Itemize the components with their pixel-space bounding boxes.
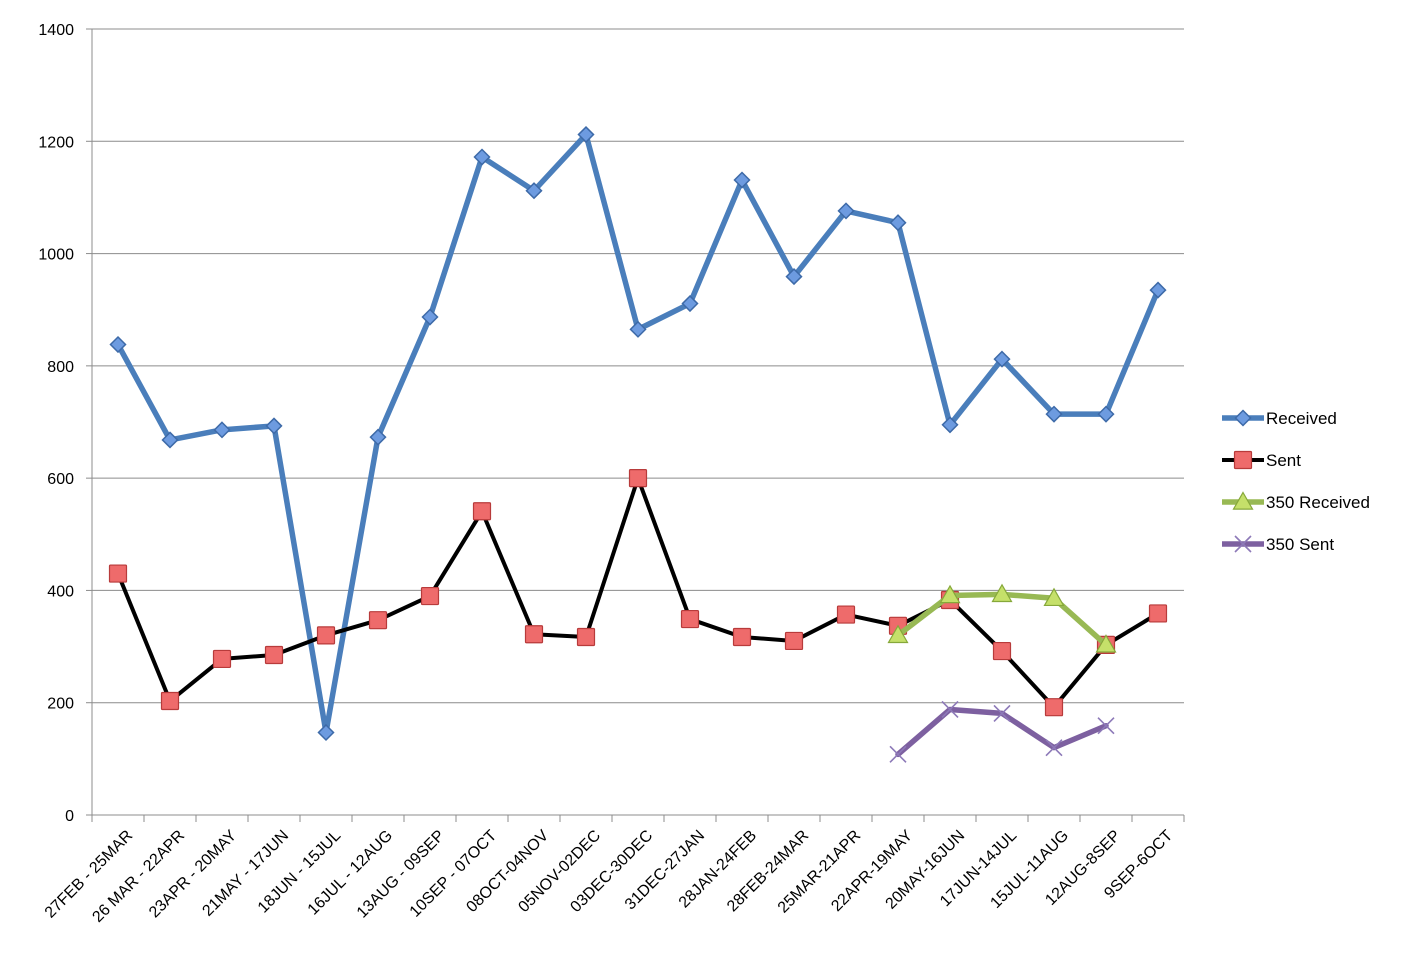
data-point-received <box>317 723 335 742</box>
series-350-sent <box>889 700 1115 763</box>
data-point-350-sent <box>993 704 1011 722</box>
data-point-sent <box>680 609 700 629</box>
y-tick-label: 200 <box>47 696 74 713</box>
series-received <box>109 125 1167 742</box>
data-point-received <box>161 431 179 449</box>
axes <box>91 29 1184 816</box>
data-point-received <box>577 125 595 144</box>
data-point-received <box>473 148 491 166</box>
y-tick-label: 0 <box>65 808 74 825</box>
y-tick-label: 800 <box>47 359 74 376</box>
legend-swatch-marker <box>1234 535 1252 553</box>
x-tick-label: 27FEB - 25MAR <box>42 827 136 921</box>
data-point-received <box>837 202 855 220</box>
data-point-received <box>525 182 543 200</box>
series-350-received <box>887 583 1117 653</box>
data-point-sent <box>160 691 180 711</box>
data-point-350-received <box>1043 587 1065 607</box>
legend-item-sent: Sent <box>1222 450 1301 470</box>
data-point-350-sent <box>1045 739 1063 757</box>
y-tick-label: 400 <box>47 583 74 600</box>
legend-item-350-sent: 350 Sent <box>1222 535 1334 554</box>
data-point-sent <box>472 502 492 521</box>
data-point-350-sent <box>889 745 907 763</box>
legend-swatch-marker <box>1234 409 1252 427</box>
data-point-received <box>1045 405 1063 423</box>
data-point-received <box>369 428 387 446</box>
x-tick-label: 13AUG - 09SEP <box>354 827 448 921</box>
data-point-350-received <box>939 584 961 604</box>
x-tick-label: 10SEP - 07OCT <box>407 827 501 921</box>
data-point-sent <box>784 631 804 651</box>
data-point-sent <box>316 626 336 645</box>
data-point-sent <box>264 645 284 665</box>
legend-label: Sent <box>1266 451 1301 470</box>
y-tick-label: 1000 <box>38 247 74 264</box>
legend-item-350-received: 350 Received <box>1222 491 1370 512</box>
data-point-350-sent <box>1097 717 1115 735</box>
y-tick-label: 1400 <box>38 22 74 39</box>
data-point-sent <box>420 586 440 606</box>
series-sent <box>108 469 1168 717</box>
legend-swatch-marker <box>1232 491 1254 510</box>
data-point-received <box>213 421 231 439</box>
legend-swatch-marker <box>1233 450 1253 470</box>
data-point-received <box>681 294 699 313</box>
x-tick-label: 26 MAR - 22APR <box>89 827 188 926</box>
data-point-sent <box>212 649 232 669</box>
legend-item-received: Received <box>1222 409 1337 428</box>
data-point-received <box>421 308 439 326</box>
data-point-received <box>629 320 647 338</box>
data-point-sent <box>732 627 752 647</box>
data-point-received <box>1097 405 1115 423</box>
data-point-sent <box>628 469 648 488</box>
data-point-sent <box>108 564 128 583</box>
data-point-sent <box>368 611 388 630</box>
data-point-sent <box>524 625 544 644</box>
data-point-received <box>265 417 283 435</box>
legend: Received Sent 350 Received 350 Sent <box>1222 409 1370 554</box>
data-point-sent <box>1044 698 1064 717</box>
gridlines <box>92 28 1184 704</box>
legend-label: 350 Sent <box>1266 535 1334 554</box>
data-point-350-received <box>887 624 909 644</box>
data-point-received <box>109 335 127 354</box>
data-point-350-received <box>1095 634 1117 653</box>
data-point-received <box>941 416 959 434</box>
data-point-350-sent <box>941 700 959 719</box>
series-line-350-sent <box>895 706 1109 758</box>
legend-label: Received <box>1266 409 1337 428</box>
y-axis-ticks: 0 200 400 600 800 1000 1200 1400 <box>38 22 92 825</box>
series-group <box>108 125 1168 763</box>
x-tick-label: 23APR - 20MAY <box>146 827 240 921</box>
data-point-received <box>889 214 907 232</box>
data-point-sent <box>836 605 856 624</box>
data-point-received <box>733 171 751 189</box>
legend-label: 350 Received <box>1266 493 1370 512</box>
data-point-sent <box>992 641 1012 661</box>
data-point-received <box>993 350 1011 368</box>
data-point-350-received <box>991 583 1013 603</box>
y-tick-label: 1200 <box>38 134 74 151</box>
data-point-sent <box>1148 604 1168 623</box>
data-point-received <box>1149 281 1167 299</box>
data-point-sent <box>576 627 596 647</box>
data-point-received <box>785 268 803 286</box>
y-tick-label: 600 <box>47 471 74 488</box>
